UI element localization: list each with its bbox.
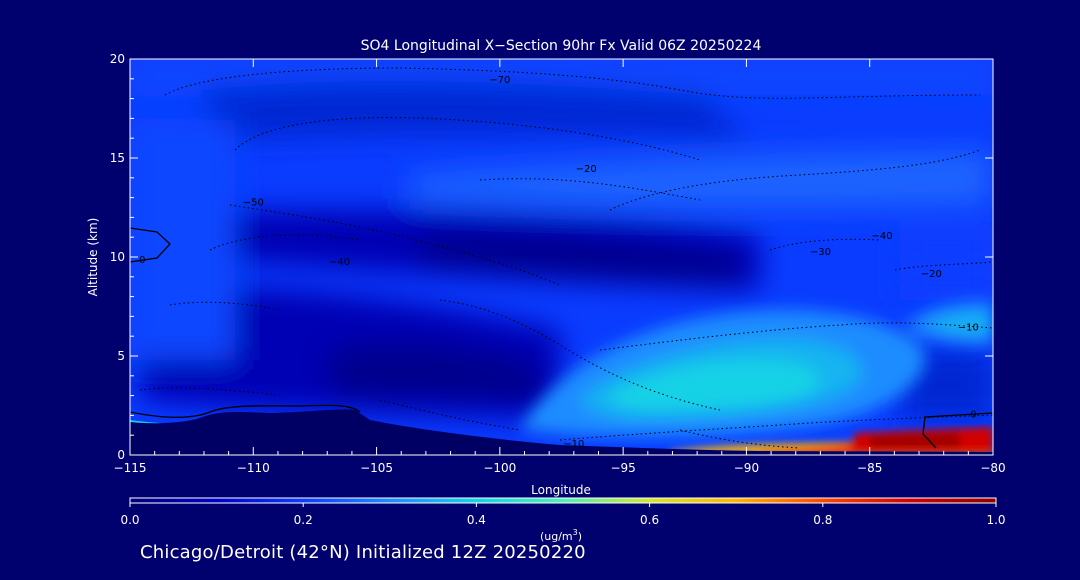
plot-body bbox=[130, 59, 993, 455]
y-tick-label: 0 bbox=[117, 448, 125, 462]
temp-contour-label: −10 bbox=[958, 322, 979, 333]
x-tick-label: −90 bbox=[734, 461, 759, 475]
temp-contour-label: −20 bbox=[921, 269, 942, 280]
zero-contour-labels: 00 bbox=[139, 255, 976, 420]
y-tick-label: 5 bbox=[117, 349, 125, 363]
x-tick-label: −100 bbox=[483, 461, 516, 475]
x-axis-label: Longitude bbox=[531, 483, 591, 497]
x-tick-label: −85 bbox=[857, 461, 882, 475]
temp-contour-label: −40 bbox=[329, 257, 350, 268]
y-tick-label: 15 bbox=[110, 151, 125, 165]
zero-contour-label: 0 bbox=[970, 409, 976, 420]
plume-right-core bbox=[925, 314, 993, 334]
dark-core-low bbox=[330, 342, 540, 400]
footer-caption: Chicago/Detroit (42°N) Initialized 12Z 2… bbox=[140, 542, 586, 563]
temperature-contours bbox=[139, 67, 993, 449]
x-tick-label: −115 bbox=[114, 461, 147, 475]
colorbar-tick-label: 0.6 bbox=[640, 513, 659, 527]
y-axis-label: Altitude (km) bbox=[86, 218, 100, 297]
temp-contour-label: −50 bbox=[243, 198, 264, 209]
y-tick-label: 10 bbox=[110, 250, 125, 264]
colorbar-tick-label: 0.8 bbox=[813, 513, 832, 527]
zero-contour-label: 0 bbox=[139, 255, 145, 266]
zero-contours bbox=[130, 227, 993, 449]
colorbar-label: (ug/m3) bbox=[540, 528, 582, 543]
right-dark bbox=[900, 230, 993, 300]
temp-contour-label: −10 bbox=[563, 439, 584, 450]
terrain bbox=[130, 409, 993, 455]
temp-contour-label: −20 bbox=[576, 164, 597, 175]
colorbar bbox=[130, 498, 996, 503]
x-tick-label: −80 bbox=[980, 461, 1005, 475]
colorbar-ticks: 0.0 0.2 0.4 0.6 0.8 1.0 bbox=[120, 503, 1006, 527]
light-band-15km bbox=[410, 150, 990, 209]
temp-contour-label: −70 bbox=[489, 75, 510, 86]
colorbar-tick-label: 0.4 bbox=[467, 513, 486, 527]
y-axis-ticks: 0 5 10 15 20 bbox=[110, 52, 993, 462]
x-tick-label: −105 bbox=[360, 461, 393, 475]
surface-maroon bbox=[870, 433, 960, 448]
dark-core-mid bbox=[420, 233, 740, 285]
x-tick-label: −95 bbox=[610, 461, 635, 475]
temp-contour-label: −30 bbox=[810, 247, 831, 258]
y-tick-label: 20 bbox=[110, 52, 125, 66]
temp-contour-label: −40 bbox=[871, 231, 892, 242]
temperature-contour-labels: −70 −20 −50 −40 −30 −40 −20 −10 −10 bbox=[243, 75, 979, 450]
dark-region-upper bbox=[200, 83, 750, 140]
chart-title: SO4 Longitudinal X−Section 90hr Fx Valid… bbox=[361, 38, 762, 54]
x-tick-label: −110 bbox=[237, 461, 270, 475]
left-band bbox=[130, 120, 235, 360]
colorbar-tick-label: 0.0 bbox=[120, 513, 139, 527]
colorbar-tick-label: 0.2 bbox=[294, 513, 313, 527]
colorbar-frame bbox=[129, 497, 997, 504]
x-axis-ticks: −115 −110 −105 −100 −95 −90 −85 −80 bbox=[114, 59, 1006, 475]
plume-core bbox=[610, 360, 820, 410]
colorbar-tick-label: 1.0 bbox=[986, 513, 1005, 527]
